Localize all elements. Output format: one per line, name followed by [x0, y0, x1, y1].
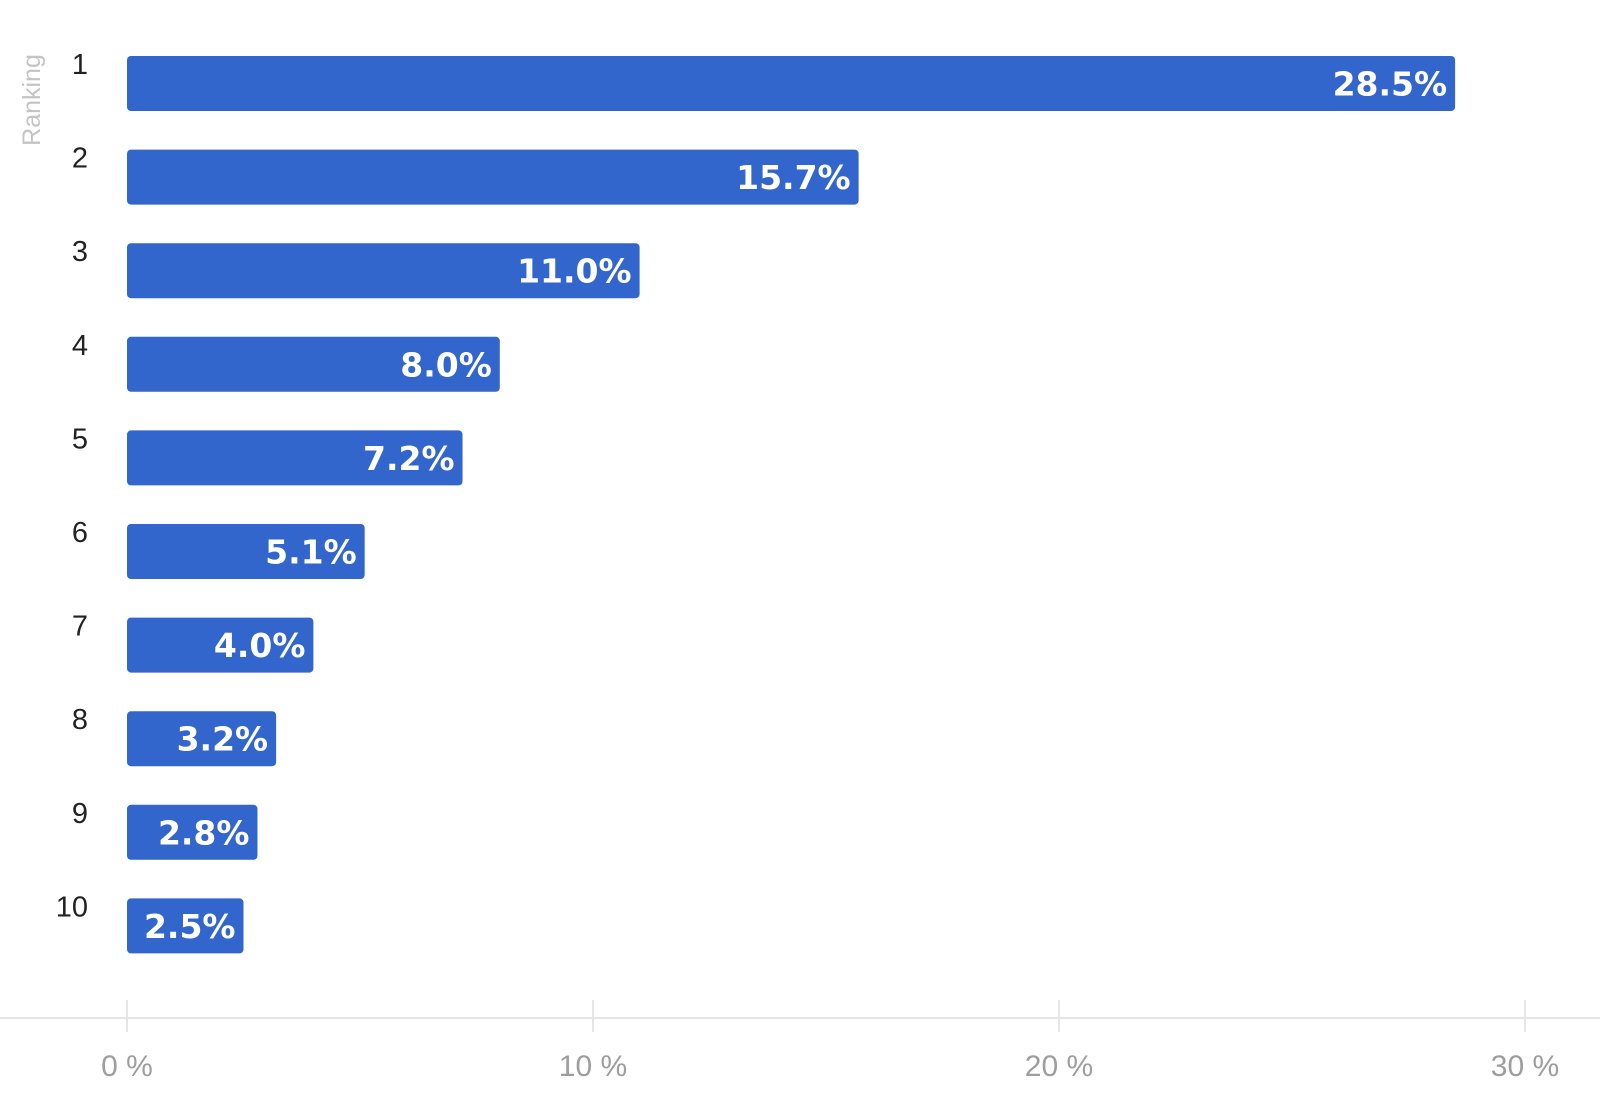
bar-3	[127, 243, 640, 299]
bars: 28.5% 15.7% 11.0% 8.0% 7.2% 5.1% 4.0% 3.2% 2.8% 2…	[127, 56, 1456, 954]
x-tick-label: 20 %	[1025, 1050, 1093, 1083]
bar-1	[127, 56, 1456, 111]
category-label: 1	[72, 49, 88, 81]
value-label: 2.5%	[144, 907, 236, 946]
value-label: 28.5%	[1333, 65, 1448, 104]
category-label: 10	[56, 891, 88, 923]
x-tick-label: 0 %	[101, 1050, 153, 1083]
category-label: 2	[72, 143, 88, 175]
value-label: 7.2%	[363, 439, 455, 478]
bar-9	[127, 804, 258, 860]
value-label: 4.0%	[214, 626, 306, 665]
x-tick-label: 10 %	[559, 1050, 627, 1083]
bar-5	[127, 430, 463, 486]
category-label: 6	[72, 517, 88, 549]
value-label: 2.8%	[158, 813, 250, 852]
category-labels: 1 2 3 4 5 6 7 8 9 10	[56, 49, 88, 923]
category-label: 7	[72, 611, 88, 643]
value-label: 11.0%	[517, 252, 632, 291]
bar-10	[127, 898, 244, 954]
category-label: 5	[72, 423, 88, 455]
bar-7	[127, 617, 314, 673]
category-label: 8	[72, 704, 88, 736]
value-label: 8.0%	[400, 345, 492, 384]
bar-8	[127, 711, 277, 767]
bar-6	[127, 524, 365, 579]
bar-4	[127, 336, 500, 392]
x-tick-labels: 0 % 10 % 20 % 30 %	[101, 1050, 1559, 1083]
category-label: 3	[72, 236, 88, 268]
x-axis	[0, 1000, 1600, 1032]
value-label: 15.7%	[736, 158, 851, 197]
x-tick-label: 30 %	[1491, 1050, 1559, 1083]
y-axis-title: Ranking	[18, 54, 46, 146]
category-label: 4	[72, 330, 88, 362]
category-label: 9	[72, 798, 88, 830]
value-label: 5.1%	[265, 533, 357, 572]
value-label: 3.2%	[177, 720, 269, 759]
bar-2	[127, 149, 859, 205]
